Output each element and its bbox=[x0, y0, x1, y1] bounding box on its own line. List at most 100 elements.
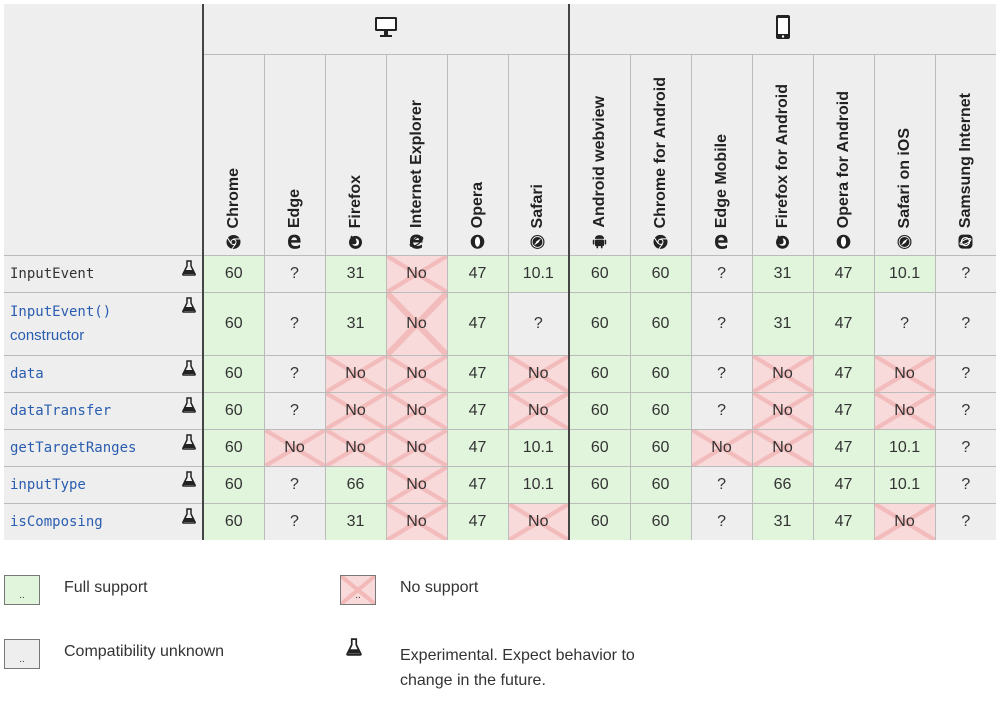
browser-name: Firefox for Android bbox=[773, 83, 791, 228]
no-support-cross bbox=[386, 356, 447, 392]
support-cell-android-webview: 60 bbox=[568, 429, 631, 467]
support-value: No bbox=[894, 365, 915, 382]
support-value: 60 bbox=[590, 402, 609, 419]
support-value: 10.1 bbox=[522, 265, 554, 282]
no-support-cross bbox=[325, 393, 386, 429]
browser-header-chrome-for-android: Chrome for Android bbox=[629, 54, 692, 256]
feature-name-inputtype[interactable]: inputType bbox=[4, 466, 204, 504]
support-value: ? bbox=[961, 365, 971, 382]
support-cell-opera: 47 bbox=[446, 503, 508, 540]
support-value: ? bbox=[290, 513, 299, 530]
feature-name-text[interactable]: data bbox=[10, 366, 44, 382]
no-support-cross bbox=[752, 356, 813, 392]
browser-name: Safari bbox=[529, 183, 547, 228]
support-cell-internet-explorer: No bbox=[385, 503, 447, 540]
support-cell-edge-mobile: ? bbox=[690, 503, 753, 540]
support-value: 47 bbox=[468, 439, 487, 456]
browser-compat-table: Chrome Edge Firefox Internet Explorer Opera S… bbox=[4, 4, 997, 540]
feature-name-suffix[interactable]: constructor bbox=[10, 327, 85, 344]
support-cell-chrome: 60 bbox=[202, 255, 264, 293]
support-value: 60 bbox=[651, 315, 670, 332]
no-support-cross bbox=[386, 430, 447, 466]
feature-name-text[interactable]: dataTransfer bbox=[10, 403, 112, 419]
support-value: 10.1 bbox=[888, 265, 921, 282]
support-cell-samsung-internet: ? bbox=[934, 503, 997, 540]
support-cell-samsung-internet: ? bbox=[934, 466, 997, 504]
support-value: No bbox=[406, 513, 427, 530]
feature-name-gettargetranges[interactable]: getTargetRanges bbox=[4, 429, 204, 467]
feature-name-text[interactable]: inputType bbox=[10, 477, 86, 493]
browser-header-safari-on-ios: Safari on iOS bbox=[873, 54, 936, 256]
feature-name-text[interactable]: isComposing bbox=[10, 514, 103, 530]
browser-name: Firefox bbox=[346, 174, 364, 228]
support-cell-chrome: 60 bbox=[202, 392, 264, 430]
support-value: No bbox=[711, 439, 732, 456]
support-cell-opera: 47 bbox=[446, 466, 508, 504]
support-value: 60 bbox=[651, 439, 670, 456]
support-cell-edge: ? bbox=[263, 355, 325, 393]
support-cell-safari: No bbox=[507, 355, 571, 393]
support-value: ? bbox=[533, 315, 543, 332]
support-cell-samsung-internet: ? bbox=[934, 255, 997, 293]
support-value: 66 bbox=[346, 476, 365, 493]
support-value: No bbox=[528, 513, 549, 530]
support-value: ? bbox=[961, 513, 971, 530]
support-cell-firefox: No bbox=[324, 429, 386, 467]
support-cell-safari: No bbox=[507, 503, 571, 540]
opera-icon bbox=[836, 234, 851, 249]
support-value: 60 bbox=[224, 365, 243, 382]
browser-header-firefox: Firefox bbox=[324, 54, 386, 256]
support-value: 60 bbox=[590, 265, 609, 282]
no-support-cross bbox=[386, 504, 447, 540]
support-cell-opera: 47 bbox=[446, 292, 508, 356]
legend-full-support-label: Full support bbox=[64, 579, 148, 596]
support-cell-edge-mobile: ? bbox=[690, 292, 753, 356]
support-value: 31 bbox=[773, 265, 792, 282]
experimental-flask-icon bbox=[182, 397, 196, 413]
support-value: 60 bbox=[651, 265, 670, 282]
browser-name: Edge bbox=[285, 188, 303, 228]
support-cell-safari-on-ios: 10.1 bbox=[873, 429, 936, 467]
support-value: No bbox=[284, 439, 305, 456]
no-support-cross bbox=[752, 393, 813, 429]
support-value: ? bbox=[290, 402, 299, 419]
support-cell-chrome-for-android: 60 bbox=[629, 466, 692, 504]
feature-name-datatransfer[interactable]: dataTransfer bbox=[4, 392, 204, 430]
no-support-cross bbox=[874, 356, 935, 392]
support-value: 31 bbox=[346, 265, 365, 282]
feature-name-inputevent[interactable]: InputEvent() constructor bbox=[4, 292, 204, 356]
feature-name-text[interactable]: getTargetRanges bbox=[10, 440, 137, 456]
support-value: 31 bbox=[773, 513, 792, 530]
support-cell-chrome-for-android: 60 bbox=[629, 292, 692, 356]
chrome-icon bbox=[226, 234, 241, 249]
experimental-flask-icon bbox=[182, 297, 196, 313]
ie-icon bbox=[409, 234, 424, 249]
legend-no-support-swatch: .. bbox=[340, 575, 376, 605]
support-cell-chrome: 60 bbox=[202, 429, 264, 467]
edge-icon bbox=[715, 234, 728, 249]
support-value: No bbox=[528, 365, 549, 382]
support-cell-edge-mobile: ? bbox=[690, 355, 753, 393]
support-cell-edge-mobile: ? bbox=[690, 255, 753, 293]
feature-name-data[interactable]: data bbox=[4, 355, 204, 393]
support-cell-safari-on-ios: ? bbox=[873, 292, 936, 356]
support-cell-firefox-for-android: 66 bbox=[751, 466, 814, 504]
table-row: InputEvent 60? 31 No 47 10.1 60 60? 31 47 10.1? bbox=[4, 255, 997, 293]
table-row: getTargetRanges 60 No No No 47 10.1 60 60 No No 47 1… bbox=[4, 429, 997, 467]
feature-name-iscomposing[interactable]: isComposing bbox=[4, 503, 204, 540]
support-value: 10.1 bbox=[522, 476, 554, 493]
support-cell-internet-explorer: No bbox=[385, 355, 447, 393]
support-value: ? bbox=[961, 315, 971, 332]
support-value: 60 bbox=[590, 439, 609, 456]
support-value: 47 bbox=[834, 315, 853, 332]
browser-name: Opera for Android bbox=[834, 90, 852, 228]
support-cell-opera-for-android: 47 bbox=[812, 255, 875, 293]
support-value: 60 bbox=[224, 265, 243, 282]
support-value: No bbox=[406, 365, 427, 382]
support-cell-android-webview: 60 bbox=[568, 255, 631, 293]
support-cell-safari: No bbox=[507, 392, 571, 430]
browser-name: Samsung Internet bbox=[956, 92, 974, 228]
support-cell-safari: 10.1 bbox=[507, 429, 571, 467]
support-cell-firefox: No bbox=[324, 392, 386, 430]
feature-name-text[interactable]: InputEvent() bbox=[10, 304, 112, 320]
